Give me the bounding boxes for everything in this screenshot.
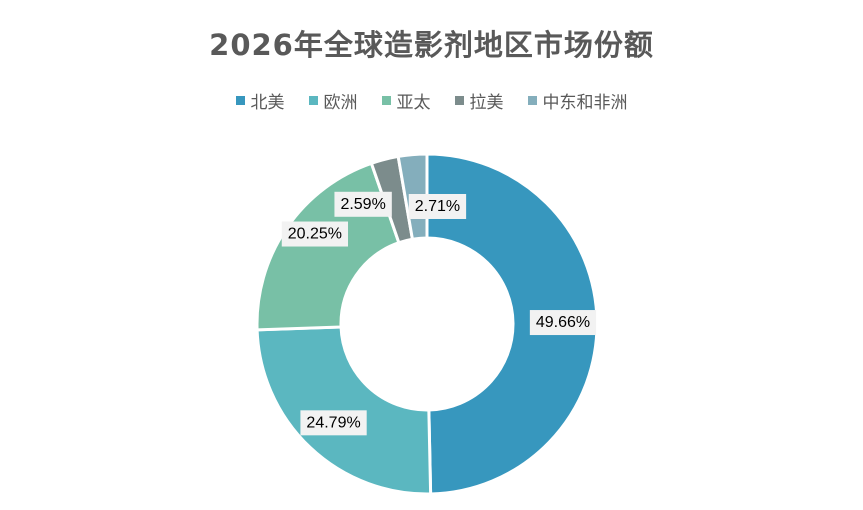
data-label-middle-east-africa: 2.71%	[408, 193, 467, 219]
legend-label-middle-east-africa: 中东和非洲	[542, 93, 628, 113]
data-label-text-middle-east-africa: 2.71%	[415, 198, 460, 215]
data-label-text-europe: 24.79%	[306, 414, 360, 431]
legend-label-latin-america: 拉美	[469, 93, 504, 113]
donut-slice-north-america	[425, 152, 599, 496]
data-label-latin-america: 2.59%	[334, 191, 392, 217]
legend-item-middle-east-africa: 中东和非洲	[527, 88, 628, 113]
data-label-box-north-america	[529, 310, 597, 336]
data-label-europe: 24.79%	[300, 410, 367, 436]
legend-swatch-asia-pacific	[381, 96, 391, 105]
legend-swatch-middle-east-africa	[527, 96, 537, 105]
data-label-north-america: 49.66%	[529, 310, 597, 336]
data-label-text-asia-pacific: 20.25%	[288, 226, 342, 243]
data-label-box-latin-america	[334, 191, 392, 217]
legend-swatch-europe	[308, 96, 318, 105]
legend-label-asia-pacific: 亚太	[396, 93, 431, 113]
legend-swatch-latin-america	[454, 96, 464, 105]
legend-item-north-america: 北美	[235, 88, 285, 113]
legend-item-asia-pacific: 亚太	[381, 88, 431, 113]
legend-item-europe: 欧洲	[308, 88, 358, 113]
data-label-box-asia-pacific	[281, 221, 349, 247]
data-label-box-middle-east-africa	[408, 193, 467, 219]
data-label-asia-pacific: 20.25%	[281, 221, 349, 247]
legend-swatch-north-america	[235, 96, 245, 105]
donut-slice-asia-pacific	[255, 161, 401, 332]
chart-legend: 北美 欧洲 亚太 拉美 中东和非洲	[0, 88, 863, 113]
data-label-text-north-america: 49.66%	[536, 314, 590, 331]
legend-label-north-america: 北美	[250, 93, 285, 113]
data-label-text-latin-america: 2.59%	[340, 196, 385, 213]
legend-item-latin-america: 拉美	[454, 88, 504, 113]
chart-title: 2026年全球造影剂地区市场份额	[209, 28, 654, 62]
data-label-box-europe	[300, 410, 367, 436]
legend-label-europe: 欧洲	[323, 93, 358, 113]
